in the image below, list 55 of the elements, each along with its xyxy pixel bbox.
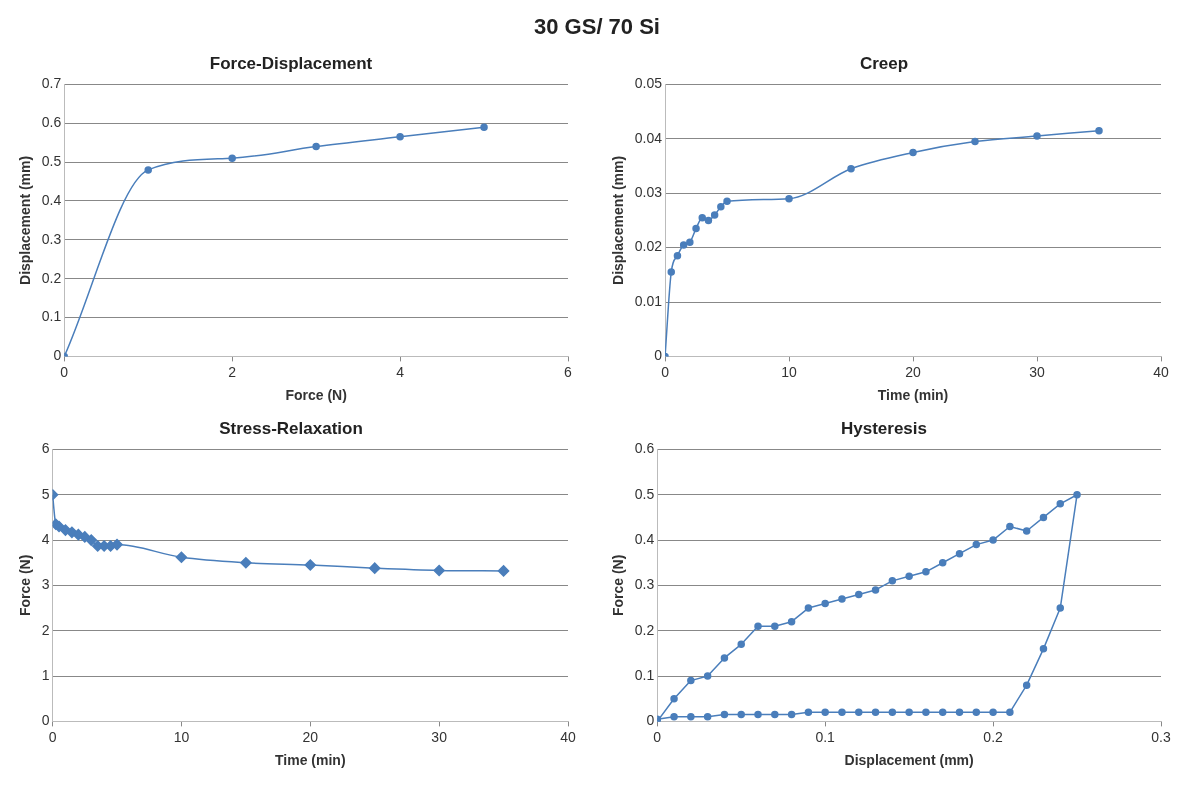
x-tick-label: 6 (564, 363, 573, 380)
x-tick-label: 10 (781, 363, 798, 380)
x-tick-label: 0.3 (1151, 728, 1171, 745)
y-tick-label: 4 (41, 530, 50, 547)
x-tick-label: 20 (905, 363, 922, 380)
y-tick-label: 0.1 (41, 308, 62, 325)
x-tick-label: 30 (431, 728, 448, 745)
y-tick-label: 0.03 (634, 184, 663, 201)
y-tick-label: 0 (646, 712, 655, 729)
y-tick-label: 0.3 (41, 230, 62, 247)
y-tick-label: 3 (41, 576, 50, 593)
y-tick-label: 1 (41, 666, 50, 683)
x-tick-label: 10 (173, 728, 190, 745)
y-tick-label: 0.04 (634, 129, 663, 146)
y-tick-label: 2 (41, 621, 50, 638)
y-tick-label: 0.3 (634, 576, 655, 593)
chart-title: Stress-Relaxation (219, 418, 363, 438)
y-tick-label: 0.7 (41, 75, 62, 92)
y-tick-label: 0.01 (634, 292, 663, 309)
y-axis-title: Displacement (mm) (610, 155, 627, 285)
chart-title: Force-Displacement (209, 53, 373, 73)
y-tick-label: 0.4 (41, 191, 62, 208)
x-tick-label: 40 (1153, 363, 1169, 380)
chart-title: Creep (859, 53, 909, 73)
x-axis-title: Displacement (mm) (844, 752, 974, 769)
chart-title: Hysteresis (840, 418, 928, 438)
y-axis-title: Displacement (mm) (17, 155, 34, 285)
y-tick-label: 0.6 (634, 440, 655, 457)
y-tick-label: 6 (41, 440, 50, 457)
x-axis-title: Force (N) (285, 387, 347, 404)
y-tick-label: 0.2 (41, 269, 62, 286)
y-tick-label: 0 (53, 347, 62, 364)
y-tick-label: 0.5 (41, 152, 62, 169)
y-tick-label: 0.6 (41, 114, 62, 131)
x-tick-label: 20 (302, 728, 319, 745)
y-tick-label: 0 (41, 712, 50, 729)
x-tick-label: 0.1 (815, 728, 836, 745)
y-tick-label: 0 (654, 347, 663, 364)
x-tick-label: 30 (1029, 363, 1046, 380)
y-axis-title: Force (N) (17, 554, 34, 617)
x-axis-title: Time (min) (877, 387, 949, 404)
x-axis-title: Time (min) (275, 752, 346, 769)
y-tick-label: 0.4 (634, 530, 655, 547)
y-tick-label: 0.05 (634, 75, 663, 92)
x-tick-label: 40 (560, 728, 576, 745)
x-tick-label: 0.2 (983, 728, 1004, 745)
text: 30 GS/ 70 Si (533, 13, 661, 41)
y-tick-label: 0.02 (634, 238, 663, 255)
y-tick-label: 0.2 (634, 621, 655, 638)
x-tick-label: 2 (228, 363, 237, 380)
y-axis-title: Force (N) (610, 554, 627, 617)
y-tick-label: 5 (41, 485, 50, 502)
y-tick-label: 0.5 (634, 485, 655, 502)
x-tick-label: 4 (396, 363, 405, 380)
y-tick-label: 0.1 (634, 666, 655, 683)
